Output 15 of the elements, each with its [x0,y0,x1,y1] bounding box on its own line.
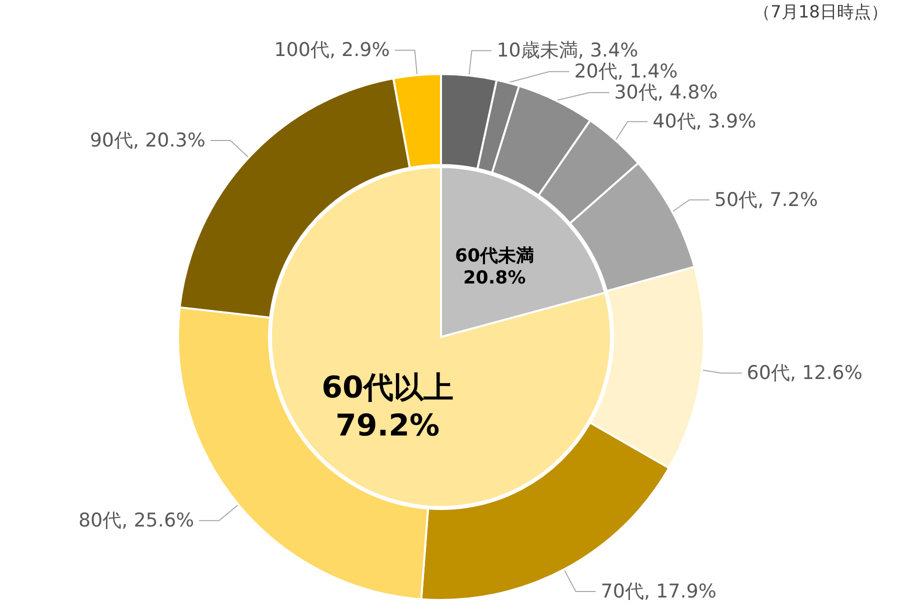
slice-label: 20代, 1.4% [574,60,678,83]
slice-label: 50代, 7.2% [714,188,818,211]
data-label: 79.2% [335,408,440,444]
slice-label: 30代, 4.8% [614,82,718,104]
slice-label: 60代未満 [454,246,534,267]
slice-label: 70代, 17.9% [600,580,716,603]
slice-label: 40代, 3.9% [652,110,756,133]
slice-label: 90代, 20.3% [90,130,206,152]
slice-label: 80代, 25.6% [78,510,194,532]
slice-label: 100代, 2.9% [274,39,390,62]
slice-label: 60代, 12.6% [746,362,862,384]
slice-label: 60代以上 [322,370,454,406]
slice-label: 10歳未満, 3.4% [496,40,638,62]
data-label: 20.8% [463,268,526,289]
text: （7月18日時点） [754,2,888,22]
